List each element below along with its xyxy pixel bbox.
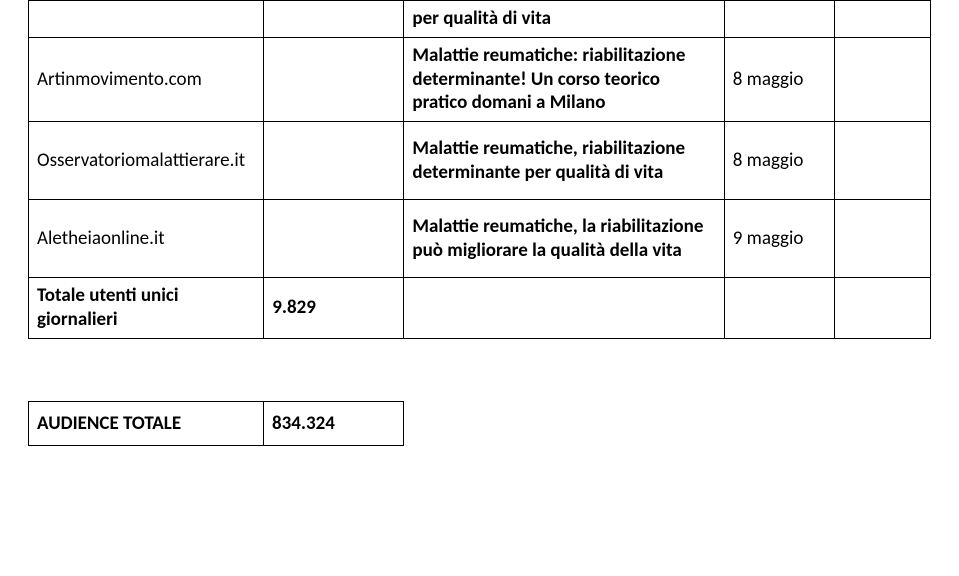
cell-desc: Malattie reumatiche: riabilitazione dete… (404, 37, 724, 121)
cell-desc (404, 278, 724, 339)
cell-desc: Malattie reumatiche, riabilitazione dete… (404, 122, 724, 200)
cell-count (264, 1, 404, 38)
cell-blank (834, 1, 930, 38)
audience-row: AUDIENCE TOTALE 834.324 (29, 401, 404, 445)
audience-label: AUDIENCE TOTALE (29, 401, 264, 445)
cell-desc: Malattie reumatiche, la riabilitazione p… (404, 200, 724, 278)
table-row-totals: Totale utenti unici giornalieri 9.829 (29, 278, 931, 339)
cell-site: Artinmovimento.com (29, 37, 264, 121)
cell-count (264, 37, 404, 121)
cell-total-value: 9.829 (264, 278, 404, 339)
cell-blank (834, 122, 930, 200)
cell-site: Osservatoriomalattierare.it (29, 122, 264, 200)
cell-count (264, 200, 404, 278)
cell-desc: per qualità di vita (404, 1, 724, 38)
cell-date: 8 maggio (724, 122, 834, 200)
table-row: Osservatoriomalattierare.it Malattie reu… (29, 122, 931, 200)
cell-date (724, 278, 834, 339)
table-row: Artinmovimento.com Malattie reumatiche: … (29, 37, 931, 121)
cell-date: 8 maggio (724, 37, 834, 121)
cell-total-label: Totale utenti unici giornalieri (29, 278, 264, 339)
cell-blank (834, 200, 930, 278)
audience-value: 834.324 (264, 401, 404, 445)
cell-site: Aletheiaonline.it (29, 200, 264, 278)
cell-blank (834, 37, 930, 121)
cell-site (29, 1, 264, 38)
audience-table: AUDIENCE TOTALE 834.324 (28, 401, 404, 446)
cell-count (264, 122, 404, 200)
table-row: per qualità di vita (29, 1, 931, 38)
main-table: per qualità di vita Artinmovimento.com M… (28, 0, 931, 339)
cell-blank (834, 278, 930, 339)
cell-date (724, 1, 834, 38)
cell-date: 9 maggio (724, 200, 834, 278)
table-row: Aletheiaonline.it Malattie reumatiche, l… (29, 200, 931, 278)
